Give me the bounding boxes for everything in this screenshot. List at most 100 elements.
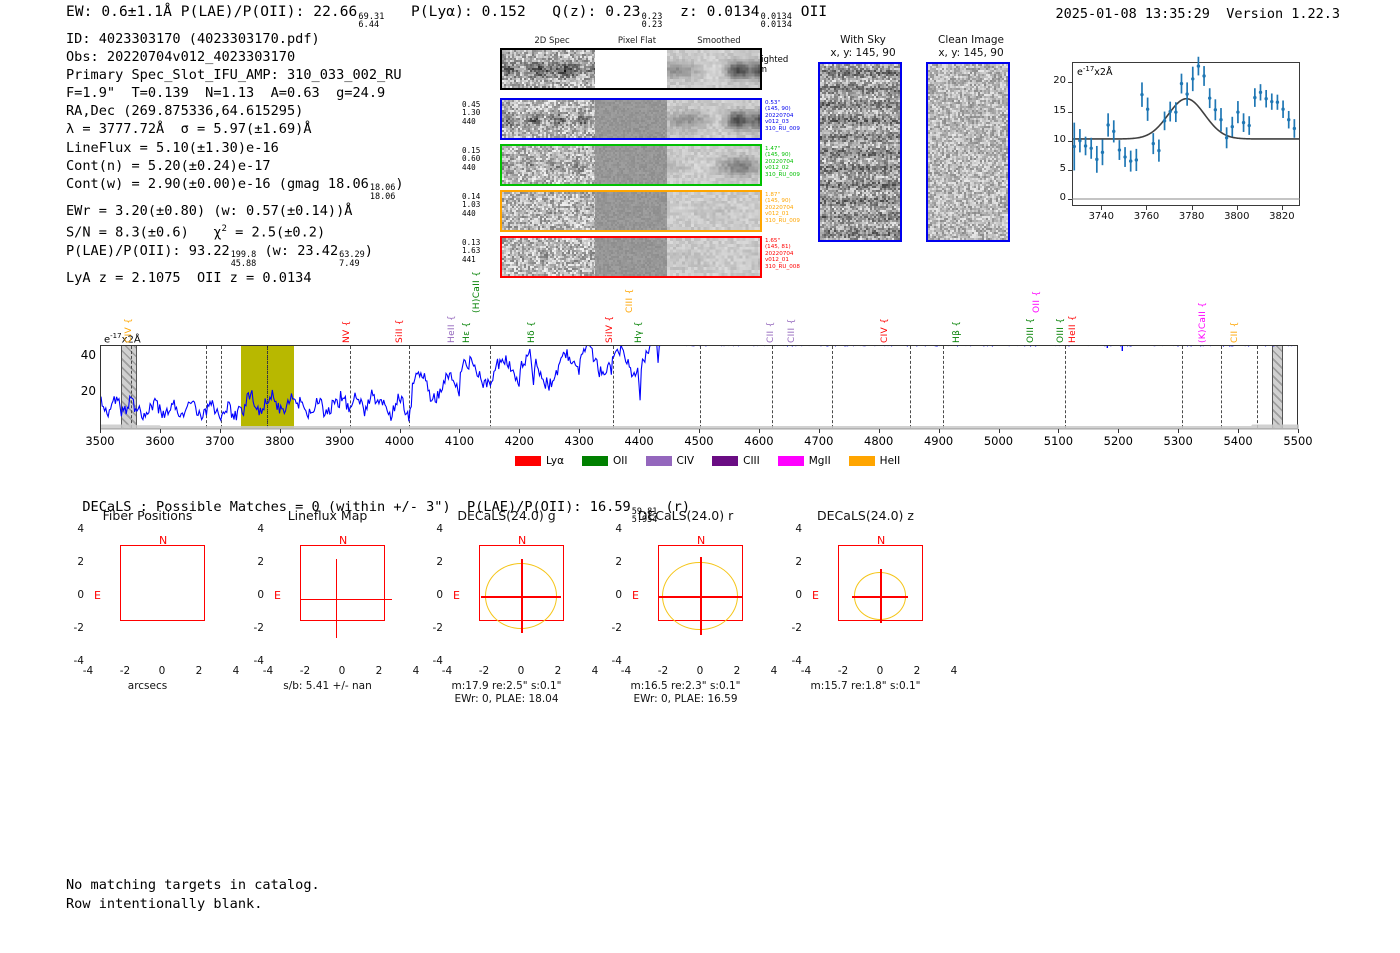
fiber-meta-line: 310_RU_009: [765, 217, 800, 224]
spec2d-fiber-row: [500, 98, 762, 140]
decals-plae-range: 59.81 5.954: [631, 506, 658, 526]
fit-plot-ytick-mark: [1068, 169, 1072, 171]
fit-plot-ytick-mark: [1068, 111, 1072, 113]
fiber-meta-line: (145, 90): [765, 198, 791, 205]
full-spectrum-plot: [100, 345, 1299, 430]
weighted-sum-pixelflat: [594, 50, 668, 88]
compass-east: E: [274, 589, 281, 603]
fiber-smoothed: [667, 146, 760, 184]
cutout-panel-title: Fiber Positions: [102, 508, 193, 523]
fiber-meta-line: 1.87": [765, 192, 781, 198]
legend-swatch: [848, 456, 875, 466]
col-header-2dspec: 2D Spec: [534, 36, 570, 46]
fiber-meta-line: 1.47": [765, 146, 781, 152]
cutout-xtick: -4: [441, 665, 453, 677]
spectrum-xtick: 5300: [1163, 434, 1193, 448]
footer-note: No matching targets in catalog. Row inte…: [66, 876, 320, 913]
compass-north: N: [518, 534, 527, 547]
cutout-ytick: -4: [253, 655, 264, 667]
spectrum-legend: Lyα OII CIV CIII MgII HeII: [515, 455, 900, 467]
spec2d-fiber-row: [500, 190, 762, 232]
spec2d-weighted-sum-row: [500, 48, 762, 90]
compass-east: E: [453, 589, 460, 603]
spectrum-line-label: Hγ {: [634, 321, 645, 343]
spectrum-xtick: 3900: [324, 434, 355, 448]
fit-plot-xtick-mark: [1281, 206, 1283, 210]
spectrum-xtick: 5400: [1223, 434, 1253, 448]
header-z-species: OII: [800, 4, 828, 20]
spectrum-line-marker: [205, 346, 207, 428]
fiber-row-stat: 441: [462, 254, 476, 264]
spectrum-line-marker: [220, 346, 222, 428]
cutout-xtick: 4: [591, 665, 599, 677]
cutout-xtick: -2: [299, 665, 311, 677]
crosshair-horizontal: [658, 596, 742, 598]
spectrum-line-marker: [130, 346, 132, 428]
legend-label: HeII: [879, 455, 901, 467]
fit-plot-ytick: 10: [1053, 133, 1066, 145]
header-summary: EW: 0.6±1.1Å P(LAE)/P(OII): 22.66 69.31 6.…: [66, 4, 827, 30]
legend-item: OII: [582, 455, 628, 467]
cutout-xtick: 4: [770, 665, 778, 677]
cutout-xtick: -4: [620, 665, 632, 677]
spectrum-line-label: Hδ {: [527, 320, 538, 343]
fit-plot-units: e-17x2Å: [1077, 65, 1113, 79]
cutout-caption-primary: m:17.9 re:2.5" s:0.1": [451, 680, 562, 692]
fiber-row-stat: 440: [462, 208, 476, 218]
fiber-meta-line: 20220704: [765, 250, 794, 257]
spectrum-line-marker: [1065, 346, 1067, 428]
cutout-ytick: 0: [77, 589, 84, 601]
fiber-row-stat: 0.13: [462, 238, 481, 247]
fiber-row-meta: 1.65" (145, 81) 20220704 v012_01 310_RU_008: [765, 238, 800, 270]
cutout-ytick: -2: [611, 622, 622, 634]
clean-image: [926, 62, 1010, 242]
fiber-meta-line: v012_01: [765, 257, 789, 264]
cutout-ytick: -4: [611, 655, 622, 667]
cutout-ytick: -2: [73, 622, 84, 634]
fiber-row-meta: 1.87" (145, 90) 20220704 v012_01 310_RU_009: [765, 192, 800, 224]
cutout-panel: DECaLS(24.0) g N E -4 -4 -2 -2 0 0 2 2 4 4 m:17.9 re:…: [419, 508, 599, 738]
info-id: ID: 4023303170 (4023303170.pdf): [66, 31, 320, 47]
crosshair-horizontal: [851, 596, 909, 598]
cutout-xtick: 0: [338, 665, 346, 677]
emission-line-fit-plot: e-17x2Å 0 5 10 15 20 3740 3760 3780 3800 3820: [1038, 54, 1306, 232]
spectrum-line-label: HeII {: [1068, 314, 1079, 343]
spectrum-axes: [100, 345, 1299, 430]
cutout-ytick: 2: [257, 556, 264, 568]
spec2d-panel: 2D Spec Pixel Flat Smoothed Weighted Sum…: [462, 36, 800, 278]
spec2d-fiber-row: [500, 144, 762, 186]
cutout-xtick: -2: [478, 665, 490, 677]
legend-swatch: [645, 456, 672, 466]
info-primary-spec: Primary Spec_Slot_IFU_AMP: 310_033_002_R…: [66, 67, 402, 84]
cutout-ytick: 4: [257, 523, 264, 535]
crosshair-horizontal: [481, 596, 561, 598]
info-snr-chi2: S/N = 8.3(±0.6) χ2 = 2.5(±0.2): [66, 224, 326, 241]
info-lambda-sigma: λ = 3777.72Å σ = 5.97(±1.69)Å: [66, 121, 312, 138]
cutout-xtick: 0: [158, 665, 166, 677]
cutout-title: With Sky: [840, 34, 886, 46]
fiber-row-stat: 0.15: [462, 146, 481, 155]
fiber-pixelflat: [594, 146, 668, 184]
header-qz: Q(z): 0.23: [552, 4, 641, 20]
spec2d-fiber-row: [500, 236, 762, 278]
cutout-panel-title: DECaLS(24.0) r: [637, 508, 734, 523]
cutout-xtick: -2: [657, 665, 669, 677]
cutout-panels: Fiber Positions N E -4 -4 -2 -2 0 0 2 2 4 4 arcsecs Li…: [0, 508, 1000, 738]
header-summary-prefix: EW: 0.6±1.1Å P(LAE)/P(OII):: [66, 4, 314, 20]
spectrum-line-marker: [409, 346, 411, 428]
fiber-meta-line: v012_02: [765, 165, 789, 172]
decals-header-text: DECaLS : Possible Matches = 0 (within +/…: [82, 499, 631, 515]
spectrum-line-marker: [1257, 346, 1259, 428]
spectrum-xtick: 4900: [923, 434, 954, 448]
header-timestamp-version: 2025-01-08 13:35:29 Version 1.22.3: [1056, 6, 1341, 22]
cutout-ytick: 4: [77, 523, 84, 535]
spectrum-line-label: NV {: [341, 320, 352, 343]
cutout-ytick: 2: [436, 556, 443, 568]
aperture-box: [119, 545, 205, 622]
spectrum-xtick: 4000: [384, 434, 415, 448]
info-ewr: EWr = 3.20(±0.80) (w: 0.57(±0.14))Å: [66, 203, 353, 220]
info-obs: Obs: 20220704v012_4023303170: [66, 49, 296, 66]
spectrum-line-label: OIII {: [1026, 317, 1037, 343]
fiber-row-stat: 0.45: [462, 100, 481, 109]
cutout-ytick: 0: [615, 589, 622, 601]
